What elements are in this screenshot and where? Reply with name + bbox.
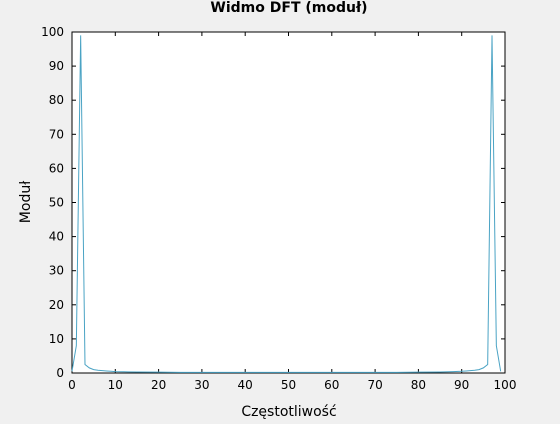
y-tick-label: 10 — [49, 332, 64, 346]
series-layer — [71, 35, 502, 373]
y-tick-label: 90 — [49, 59, 64, 73]
y-tick-label: 40 — [49, 230, 64, 244]
x-axis-label: Częstotliwość — [241, 404, 336, 420]
x-tick-label: 90 — [454, 378, 469, 392]
y-axis-label: Moduł — [18, 181, 34, 223]
x-tick-label: 80 — [411, 378, 426, 392]
x-tick-label: 100 — [494, 378, 517, 392]
x-tick-label: 20 — [151, 378, 166, 392]
axis-ticks: 0 10 20 30 40 50 60 70 80 90 100 0 10 20 30 40 50 60 70 80 9… — [41, 25, 516, 392]
y-tick-label: 80 — [49, 93, 64, 107]
x-tick-label: 0 — [68, 378, 76, 392]
y-tick-label: 70 — [49, 127, 64, 141]
x-tick-label: 50 — [281, 378, 296, 392]
x-tick-label: 40 — [238, 378, 253, 392]
x-tick-label: 70 — [367, 378, 382, 392]
x-tick-label: 10 — [108, 378, 123, 392]
y-tick-label: 60 — [49, 161, 64, 175]
series-line — [71, 35, 502, 373]
plot-area — [71, 31, 506, 374]
x-tick-label: 30 — [194, 378, 209, 392]
y-tick-label: 50 — [49, 196, 64, 210]
x-tick-label: 60 — [324, 378, 339, 392]
y-tick-label: 100 — [41, 25, 64, 39]
y-tick-label: 20 — [49, 298, 64, 312]
y-tick-label: 0 — [56, 366, 64, 380]
y-tick-label: 30 — [49, 264, 64, 278]
chart-title: Widmo DFT (moduł) — [210, 0, 367, 16]
